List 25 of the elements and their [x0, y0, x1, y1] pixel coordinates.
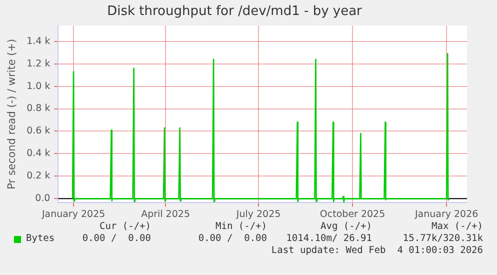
text: Last update: Wed Feb 4 01:00:03 2026 — [271, 245, 483, 256]
x-tick-label: October 2025 — [320, 208, 386, 220]
text: 15.77k/320.31k — [402, 233, 483, 244]
chart-title: Disk throughput for /dev/md1 - by year — [107, 4, 363, 20]
x-tick-label: January 2026 — [414, 208, 478, 220]
y-tick-label: 0.0 — [35, 193, 50, 204]
y-tick-label: 1.0 k — [26, 80, 51, 92]
x-tick-label: July 2025 — [235, 208, 281, 220]
text: Cur (-/+) — [100, 221, 151, 232]
y-tick-label: 0.2 k — [26, 170, 51, 182]
x-tick-label: January 2025 — [40, 208, 106, 220]
text: 1014.10m/ 26.91 — [286, 233, 372, 244]
y-tick-label: 0.6 k — [26, 126, 51, 137]
y-axis-title: Pr second read (-) / write (+) — [6, 38, 18, 190]
text: Min (-/+) — [216, 221, 267, 232]
y-tick-label: 1.4 k — [26, 36, 51, 47]
text: 0.00 / 0.00 — [82, 233, 151, 244]
text: Avg (-/+) — [320, 221, 372, 232]
x-tick-label: April 2025 — [141, 208, 190, 220]
y-tick-label: 1.2 k — [26, 58, 51, 70]
y-tick-label: 0.8 k — [26, 103, 51, 114]
text: Max (-/+) — [432, 221, 483, 232]
y-tick-label: 0.4 k — [26, 148, 51, 160]
legend-label: Bytes — [26, 233, 55, 244]
text: 0.00 / 0.00 — [198, 233, 267, 244]
